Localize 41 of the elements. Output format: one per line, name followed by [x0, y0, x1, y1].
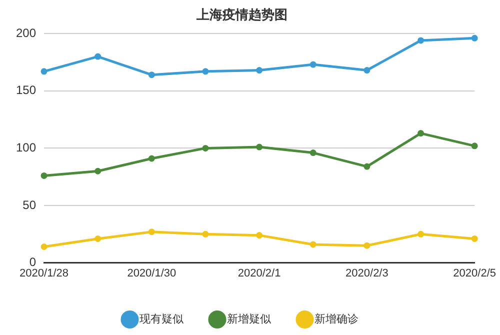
point — [364, 67, 370, 74]
point — [256, 232, 263, 239]
y-tick-label: 200 — [16, 26, 36, 40]
point — [148, 155, 155, 162]
x-tick-label: 2020/2/3 — [346, 267, 388, 280]
point — [418, 37, 424, 44]
point — [94, 235, 102, 242]
y-tick-label: 50 — [22, 198, 36, 212]
x-tick-label: 2020/2/5 — [453, 267, 496, 280]
point — [364, 163, 370, 170]
point — [148, 72, 155, 78]
legend-label: 新增确诊 — [314, 312, 358, 326]
x-tick-label: 2020/1/30 — [127, 267, 176, 280]
y-tick-label: 150 — [16, 83, 36, 98]
point — [364, 242, 370, 249]
legend-label: 新增疑似 — [226, 312, 271, 326]
point — [202, 144, 209, 152]
point — [40, 68, 48, 75]
point — [471, 235, 478, 242]
point — [310, 241, 316, 248]
x-tick-label: 2020/2/1 — [238, 267, 281, 280]
point — [418, 130, 424, 137]
point — [256, 67, 263, 74]
point — [471, 34, 478, 42]
point — [40, 244, 48, 250]
chart-title: 上海疫情趋势图 — [196, 7, 288, 24]
point — [310, 150, 316, 156]
point — [202, 230, 209, 238]
point — [256, 144, 263, 150]
point — [94, 53, 102, 60]
point — [148, 228, 155, 236]
point — [94, 168, 102, 174]
point — [418, 230, 424, 238]
point — [40, 172, 48, 179]
x-tick-label: 2020/1/28 — [20, 267, 68, 280]
point — [310, 61, 316, 68]
point — [202, 68, 209, 75]
point — [471, 142, 478, 150]
y-tick-label: 100 — [16, 140, 36, 155]
y-tick-label: 0 — [29, 255, 36, 270]
legend-label: 现有疑似 — [139, 312, 184, 326]
